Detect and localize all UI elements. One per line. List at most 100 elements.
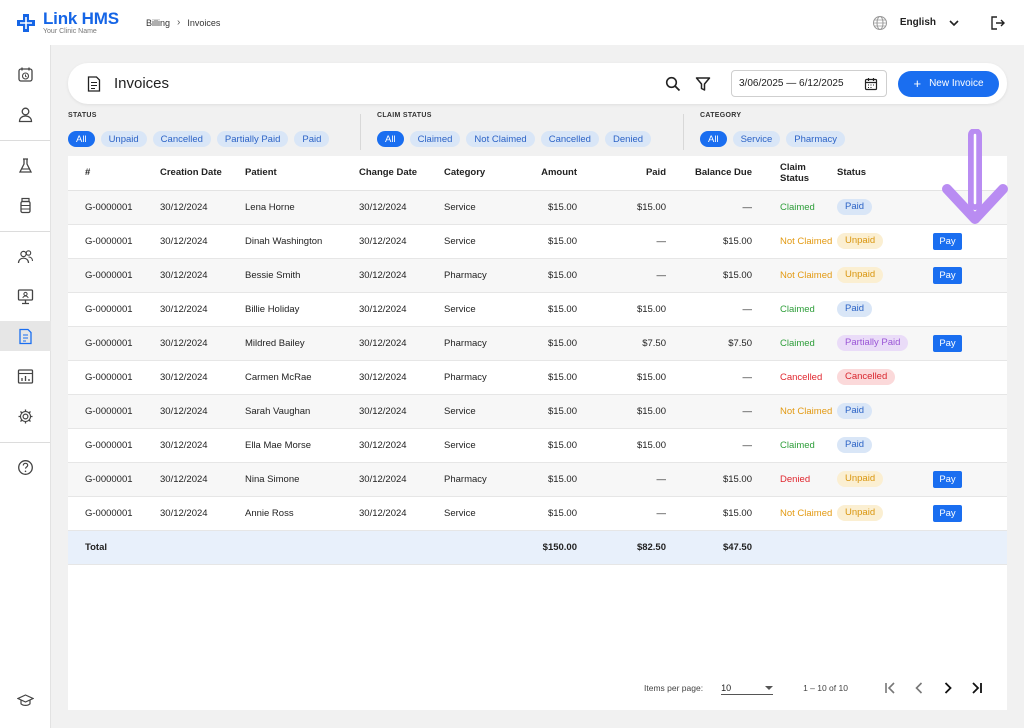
table-row[interactable]: G-0000001 30/12/2024 Dinah Washington 30/12… [68, 224, 1007, 259]
claim-status-chip-cancelled[interactable]: Cancelled [540, 131, 599, 147]
date-range-picker[interactable]: 3/06/2025 — 6/12/2025 [731, 70, 887, 97]
table-row[interactable]: G-0000001 30/12/2024 Sarah Vaughan 30/12/20… [68, 394, 1007, 429]
cell-patient-name: Sarah Vaughan [245, 394, 359, 429]
pay-button[interactable]: Pay [933, 266, 962, 284]
column-header-claim-status[interactable]: Claim Status [752, 156, 837, 191]
next-page-icon[interactable] [941, 681, 955, 695]
new-invoice-button[interactable]: + New Invoice [898, 70, 999, 97]
status-chip-cancelled[interactable]: Cancelled [152, 131, 211, 147]
status-badge: Partially Paid [837, 335, 909, 351]
cell-balance-due: $15.00 [666, 462, 752, 497]
items-per-page-value: 10 [721, 682, 732, 693]
pay-button[interactable]: Pay [933, 232, 962, 250]
items-per-page-select[interactable]: 10 [721, 681, 774, 695]
table-row[interactable]: G-0000001 30/12/2024 Bessie Smith 30/12/202… [68, 258, 1007, 293]
cell-actions [933, 394, 1007, 429]
pay-button[interactable]: Pay [933, 334, 962, 352]
cell-balance-due: — [666, 428, 752, 463]
claim-status-chip-denied[interactable]: Denied [604, 131, 652, 147]
last-page-icon[interactable] [970, 681, 984, 695]
plus-icon: + [913, 76, 922, 91]
claim-status-chip-not-claimed[interactable]: Not Claimed [466, 131, 535, 147]
column-header-patient[interactable]: Patient [245, 156, 359, 191]
status-badge: Paid [837, 403, 873, 419]
table-row[interactable]: G-0000001 30/12/2024 Billie Holiday 30/12/2… [68, 292, 1007, 327]
cell-status: Paid [837, 292, 933, 327]
dropdown-arrow-icon [765, 685, 774, 690]
cell-actions: Pay [933, 224, 1007, 259]
logo[interactable]: Link HMS Your Clinic Name [16, 10, 138, 35]
status-badge: Unpaid [837, 233, 884, 249]
status-chip-partially-paid[interactable]: Partially Paid [216, 131, 289, 147]
category-chip-all[interactable]: All [700, 131, 727, 147]
sidebar-item-staff[interactable] [0, 241, 51, 271]
breadcrumb-billing[interactable]: Billing [146, 17, 171, 28]
sidebar-item-settings[interactable] [0, 401, 51, 431]
language-selector[interactable]: English [899, 17, 936, 28]
sidebar-item-monitor[interactable] [0, 281, 51, 311]
sidebar-item-pharmacy[interactable] [0, 190, 51, 220]
pay-button[interactable]: Pay [933, 504, 962, 522]
category-filter: CATEGORY All Service Pharmacy [700, 112, 851, 147]
table-row[interactable]: G-0000001 30/12/2024 Annie Ross 30/12/2024 S… [68, 496, 1007, 531]
search-icon[interactable] [665, 76, 681, 92]
cell-balance-due: — [666, 292, 752, 327]
sidebar-item-patients[interactable] [0, 99, 51, 129]
cell-paid: — [577, 224, 666, 259]
sidebar-item-reports[interactable] [0, 361, 51, 391]
column-header-status[interactable]: Status [837, 156, 933, 191]
cell-balance-due: — [666, 360, 752, 395]
table-row[interactable]: G-0000001 30/12/2024 Nina Simone 30/12/2024… [68, 462, 1007, 497]
filter-icon[interactable] [695, 76, 711, 92]
sidebar-item-help[interactable] [0, 452, 51, 482]
sidebar-item-learning[interactable] [0, 685, 51, 715]
status-badge: Unpaid [837, 267, 884, 283]
filter-divider [360, 114, 361, 150]
total-empty [245, 530, 359, 565]
table-row[interactable]: G-0000001 30/12/2024 Ella Mae Morse 30/12/2… [68, 428, 1007, 463]
chevron-down-icon[interactable] [948, 17, 960, 29]
category-chip-service[interactable]: Service [732, 131, 781, 147]
total-paid: $82.50 [577, 530, 666, 565]
column-header-category[interactable]: Category [444, 156, 514, 191]
column-header-change-date[interactable]: Change Date [359, 156, 444, 191]
category-chip-pharmacy[interactable]: Pharmacy [786, 131, 846, 147]
calendar-icon[interactable] [864, 77, 878, 91]
table-row[interactable]: G-0000001 30/12/2024 Lena Horne 30/12/2024 S… [68, 190, 1007, 225]
table-row[interactable]: G-0000001 30/12/2024 Mildred Bailey 30/12/2… [68, 326, 1007, 361]
pagination: Items per page: 10 1 – 10 of 10 [68, 672, 1007, 704]
cell-invoice-number: G-0000001 [68, 326, 160, 361]
column-header-paid[interactable]: Paid [577, 156, 666, 191]
claim-status-chip-claimed[interactable]: Claimed [409, 131, 461, 147]
invoices-table: # Creation Date Patient Change Date Cate… [68, 156, 1007, 565]
cell-creation-date: 30/12/2024 [160, 462, 245, 497]
sidebar-item-appointments[interactable] [0, 59, 51, 89]
cell-actions: Pay [933, 326, 1007, 361]
column-header-amount[interactable]: Amount [514, 156, 577, 191]
previous-page-icon[interactable] [912, 681, 926, 695]
sidebar-item-invoices[interactable] [0, 321, 51, 351]
table-row[interactable]: G-0000001 30/12/2024 Carmen McRae 30/12/202… [68, 360, 1007, 395]
cell-actions: Pay [933, 462, 1007, 497]
status-chip-paid[interactable]: Paid [294, 131, 330, 147]
cell-patient-name: Mildred Bailey [245, 326, 359, 361]
status-chip-all[interactable]: All [68, 131, 95, 147]
globe-icon[interactable] [872, 15, 888, 31]
cell-patient-name: Ella Mae Morse [245, 428, 359, 463]
sidebar-item-lab[interactable] [0, 150, 51, 180]
first-page-icon[interactable] [883, 681, 897, 695]
cell-balance-due: $15.00 [666, 258, 752, 293]
cell-change-date: 30/12/2024 [359, 190, 444, 225]
table-total-row: Total $150.00 $82.50 $47.50 [68, 530, 1007, 565]
claim-status-chip-all[interactable]: All [377, 131, 404, 147]
column-header-creation-date[interactable]: Creation Date [160, 156, 245, 191]
pay-button[interactable]: Pay [933, 470, 962, 488]
status-badge: Paid [837, 437, 873, 453]
column-header-balance-due[interactable]: Balance Due [666, 156, 752, 191]
sidebar [0, 45, 51, 728]
claim-status-filter: CLAIM STATUS All Claimed Not Claimed Cancel… [377, 112, 657, 147]
cell-status: Unpaid [837, 496, 933, 531]
status-chip-unpaid[interactable]: Unpaid [100, 131, 147, 147]
column-header-number[interactable]: # [68, 156, 160, 191]
logout-icon[interactable] [990, 15, 1006, 31]
